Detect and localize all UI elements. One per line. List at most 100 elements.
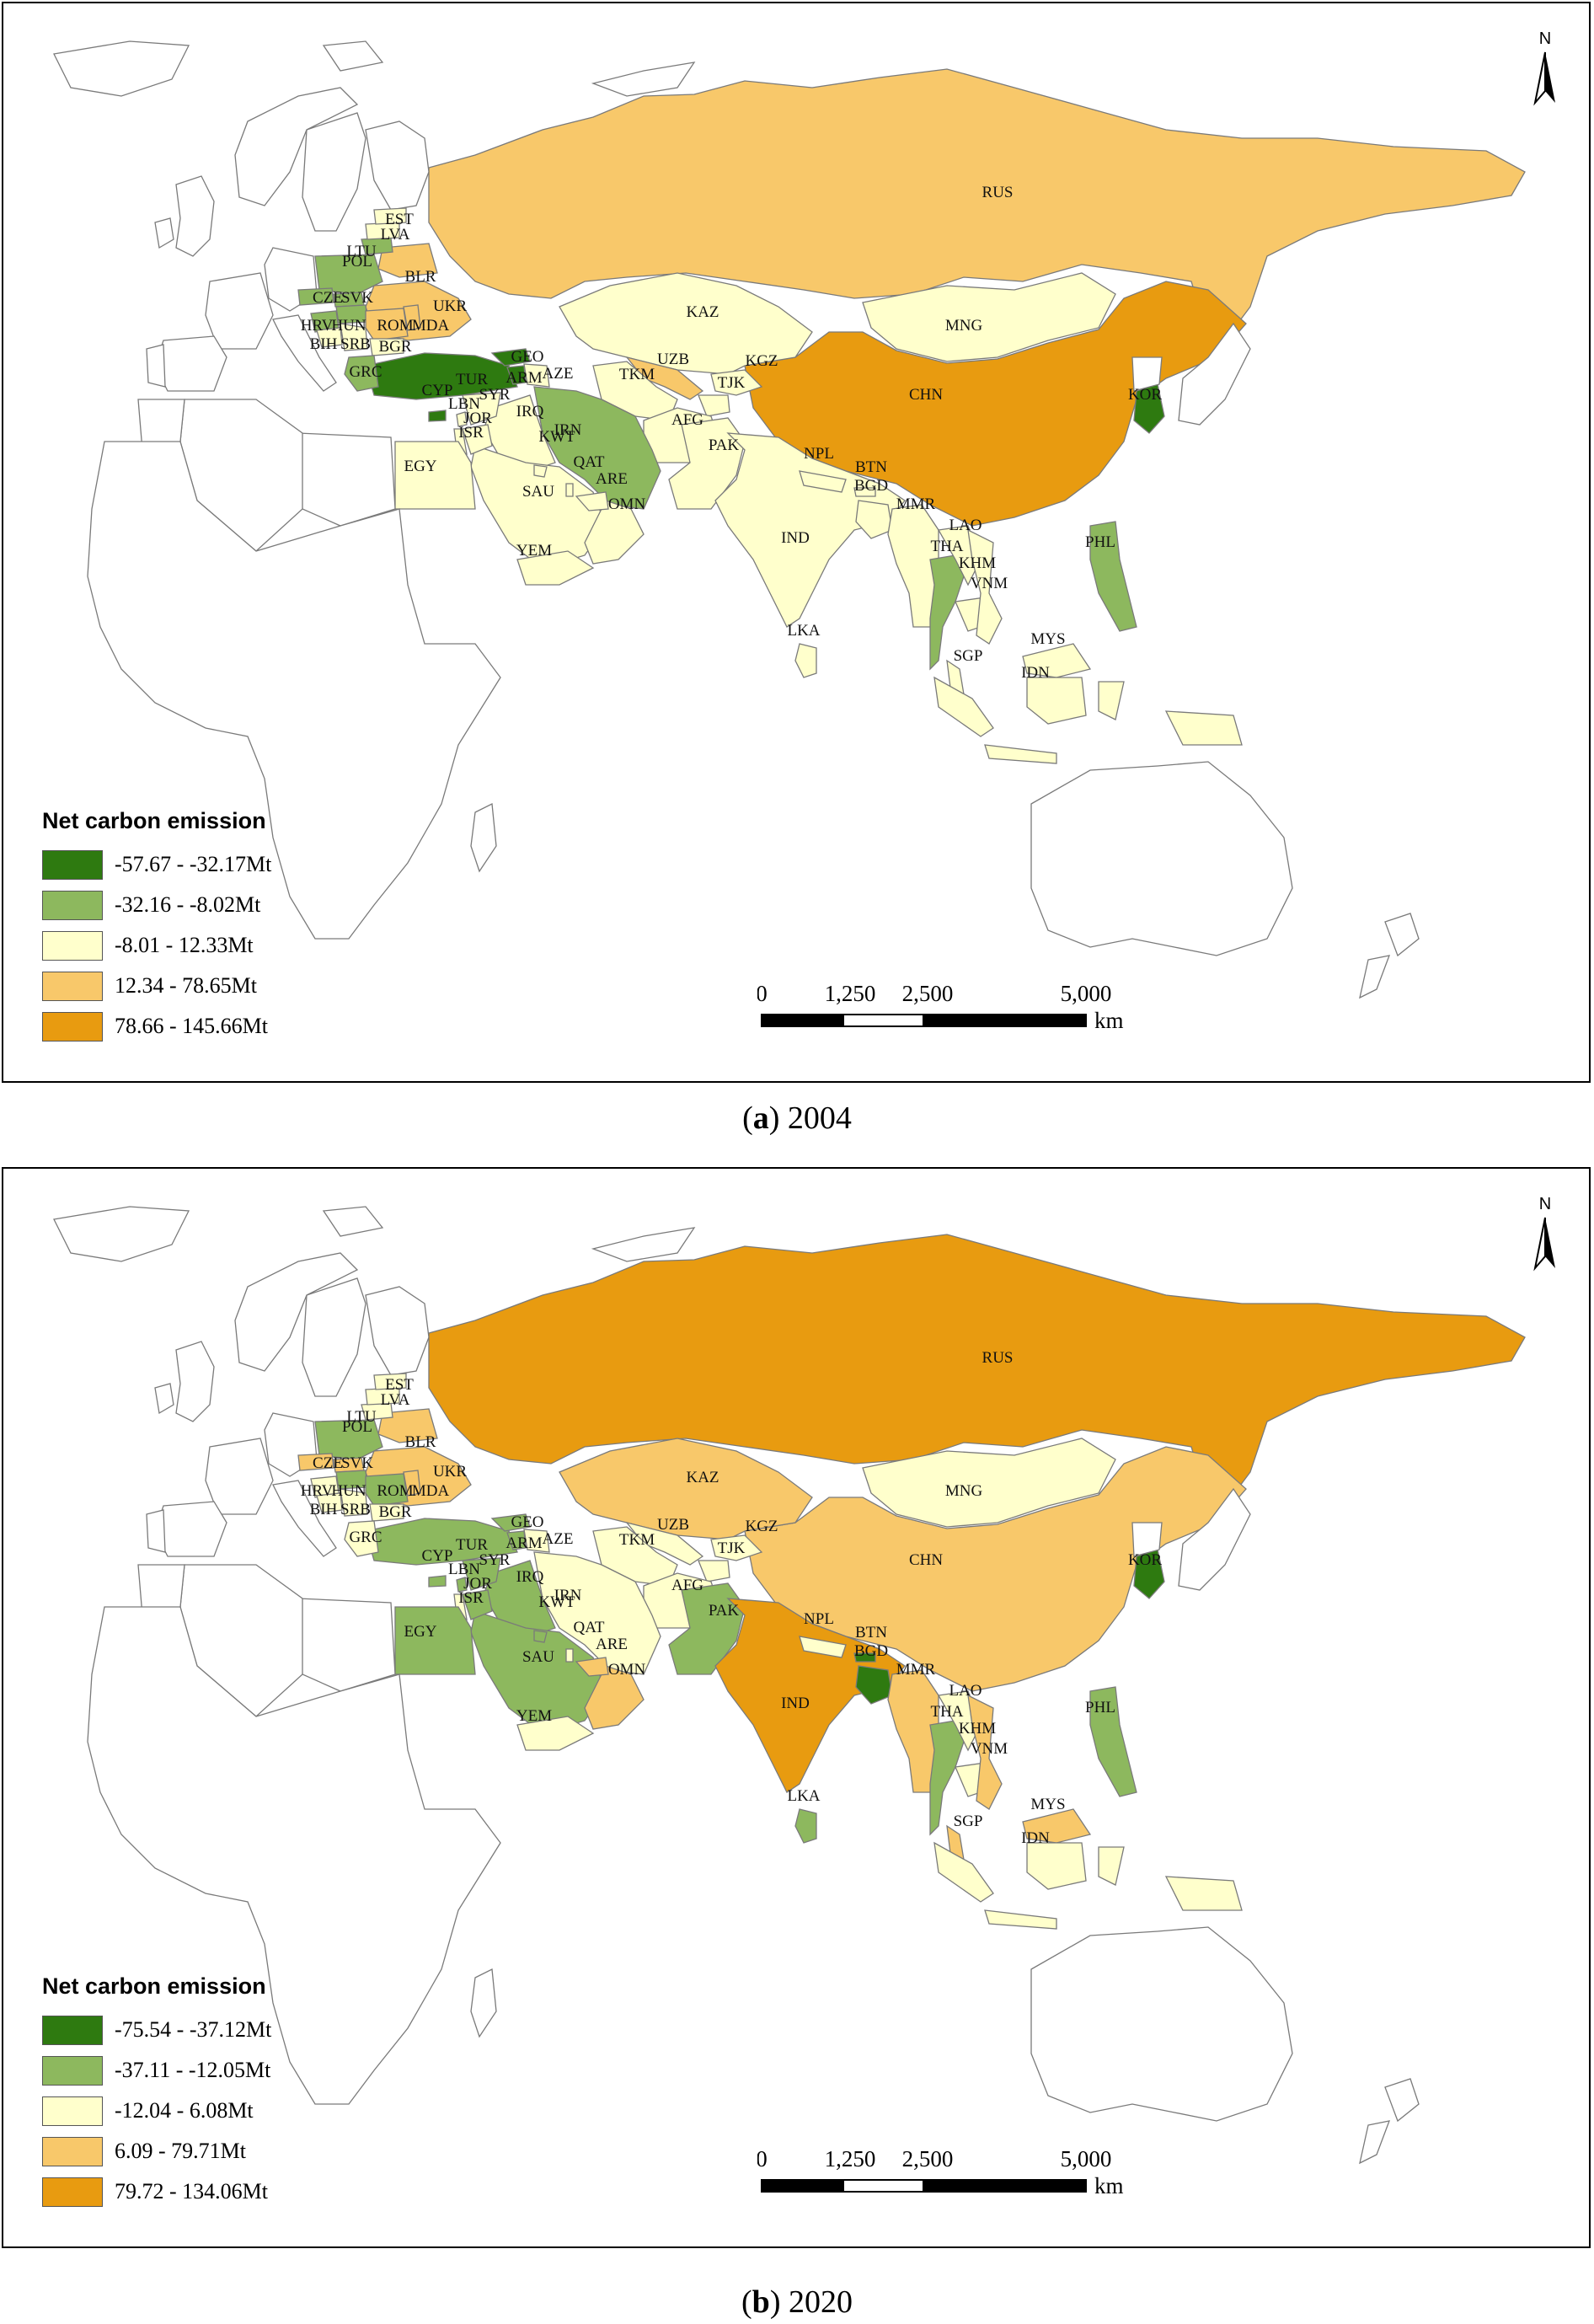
country-label: KWT <box>538 428 575 446</box>
country-label: IDN <box>1021 1829 1050 1847</box>
country-label: SRB <box>340 335 371 353</box>
country-label: NPL <box>804 445 834 463</box>
country-label: TUR <box>456 1536 488 1554</box>
country-label: MDA <box>412 1482 450 1500</box>
legend-label: -12.04 - 6.08Mt <box>115 2098 254 2123</box>
country-label: SAU <box>522 1648 554 1666</box>
caption-year: 2020 <box>788 2284 853 2320</box>
country-label: LBN <box>448 1561 480 1578</box>
country-pak <box>668 1582 746 1675</box>
country-label: BIH <box>310 1501 338 1518</box>
scale-tick: 0 <box>757 981 768 1006</box>
country-label: TJK <box>718 1540 746 1557</box>
country-nor <box>234 1252 359 1372</box>
country-aus <box>1030 1926 1293 2122</box>
country-nzl <box>1359 2078 1420 2165</box>
country-label: PHL <box>1085 533 1115 551</box>
scale-bar: 0 1,250 2,500 5,000 km <box>756 2145 1145 2212</box>
legend-label: 12.34 - 78.65Mt <box>115 973 257 998</box>
country-label: LKA <box>787 622 820 640</box>
country-ita <box>272 1480 337 1557</box>
country-label: TJK <box>718 374 746 392</box>
scale-tick: 5,000 <box>1061 981 1112 1006</box>
country-label: MNG <box>945 1482 983 1500</box>
country-label: SVK <box>341 289 373 307</box>
legend-label: 78.66 - 145.66Mt <box>115 1014 268 1038</box>
country-label: CZE <box>313 289 343 307</box>
country-npl <box>799 470 847 493</box>
country-tur <box>365 352 518 400</box>
caption-letter: b <box>752 2284 770 2320</box>
country-mmr <box>887 1669 939 1793</box>
country-btn <box>853 487 876 497</box>
country-are <box>575 491 609 511</box>
country-label: LTU <box>346 1408 376 1426</box>
country-sval <box>322 1206 384 1237</box>
country-label: IRN <box>554 421 582 439</box>
country-yem <box>516 550 595 586</box>
country-label: HRV <box>301 1482 334 1500</box>
country-label: ISR <box>458 424 484 442</box>
country-label: AFG <box>671 411 703 429</box>
map-canvas-2020: RUS CHN KAZ MNG IND IRN TUR KOR THA PHL SAU EGY PAK A… <box>53 1206 1526 2165</box>
country-fin <box>365 1286 430 1376</box>
country-label: NPL <box>804 1610 834 1628</box>
legend-item: -37.11 - -12.05Mt <box>42 2050 379 2091</box>
country-label: HUN <box>331 317 366 335</box>
legend-label: -32.16 - -8.02Mt <box>115 892 261 917</box>
country-lka <box>794 1808 817 1844</box>
country-label: QAT <box>574 453 605 471</box>
country-label: GRC <box>349 363 382 381</box>
country-label: AFG <box>671 1577 703 1594</box>
country-are <box>575 1657 609 1677</box>
country-label: IRN <box>554 1587 582 1604</box>
legend-2004: Net carbon emission -57.67 - -32.17Mt -3… <box>42 808 379 1047</box>
country-label: BGD <box>854 477 888 495</box>
country-kgz <box>710 369 763 396</box>
country-label: MYS <box>1030 630 1065 648</box>
country-kwt <box>533 464 548 478</box>
country-fin <box>365 120 430 211</box>
country-label: ARE <box>596 1636 628 1653</box>
country-swe <box>302 112 366 232</box>
country-label: KOR <box>1128 1551 1162 1569</box>
country-label: ROM <box>377 1482 413 1500</box>
legend-label: -37.11 - -12.05Mt <box>115 2058 271 2082</box>
country-label: SRB <box>340 1501 371 1518</box>
country-label: PAK <box>709 1602 740 1620</box>
country-label: BLR <box>405 268 436 286</box>
country-label: KOR <box>1128 386 1162 404</box>
country-cyp <box>428 410 447 422</box>
country-label: IRQ <box>516 403 544 420</box>
country-geo <box>490 1513 531 1532</box>
north-label: N <box>1539 1195 1551 1213</box>
country-geo <box>490 348 531 367</box>
country-esp <box>154 335 227 392</box>
country-fra <box>205 1438 274 1515</box>
country-chn <box>744 281 1247 527</box>
country-ind <box>714 432 906 628</box>
country-afr1 <box>87 441 501 940</box>
country-npl <box>799 1636 847 1658</box>
country-lka <box>794 643 817 678</box>
country-prt <box>146 1509 166 1553</box>
country-bgd <box>855 500 893 539</box>
country-pol <box>314 254 383 295</box>
country-est <box>373 207 407 225</box>
country-label: KAZ <box>686 1469 719 1486</box>
country-label: POL <box>342 253 372 270</box>
legend-swatch <box>42 2055 103 2086</box>
country-label: PHL <box>1085 1699 1115 1716</box>
country-label: ISR <box>458 1589 484 1607</box>
country-label: CHN <box>909 386 943 404</box>
scale-tick: 5,000 <box>1061 2146 1112 2171</box>
scale-unit: km <box>1094 1008 1124 1033</box>
country-jor <box>462 424 493 455</box>
legend-item: 78.66 - 145.66Mt <box>42 1006 379 1047</box>
country-label: HRV <box>301 317 334 335</box>
country-label: SGP <box>954 647 983 665</box>
country-prk <box>1131 1522 1163 1557</box>
legend-label: -75.54 - -37.12Mt <box>115 2017 272 2042</box>
country-label: THA <box>930 538 963 555</box>
country-swe <box>302 1277 366 1397</box>
